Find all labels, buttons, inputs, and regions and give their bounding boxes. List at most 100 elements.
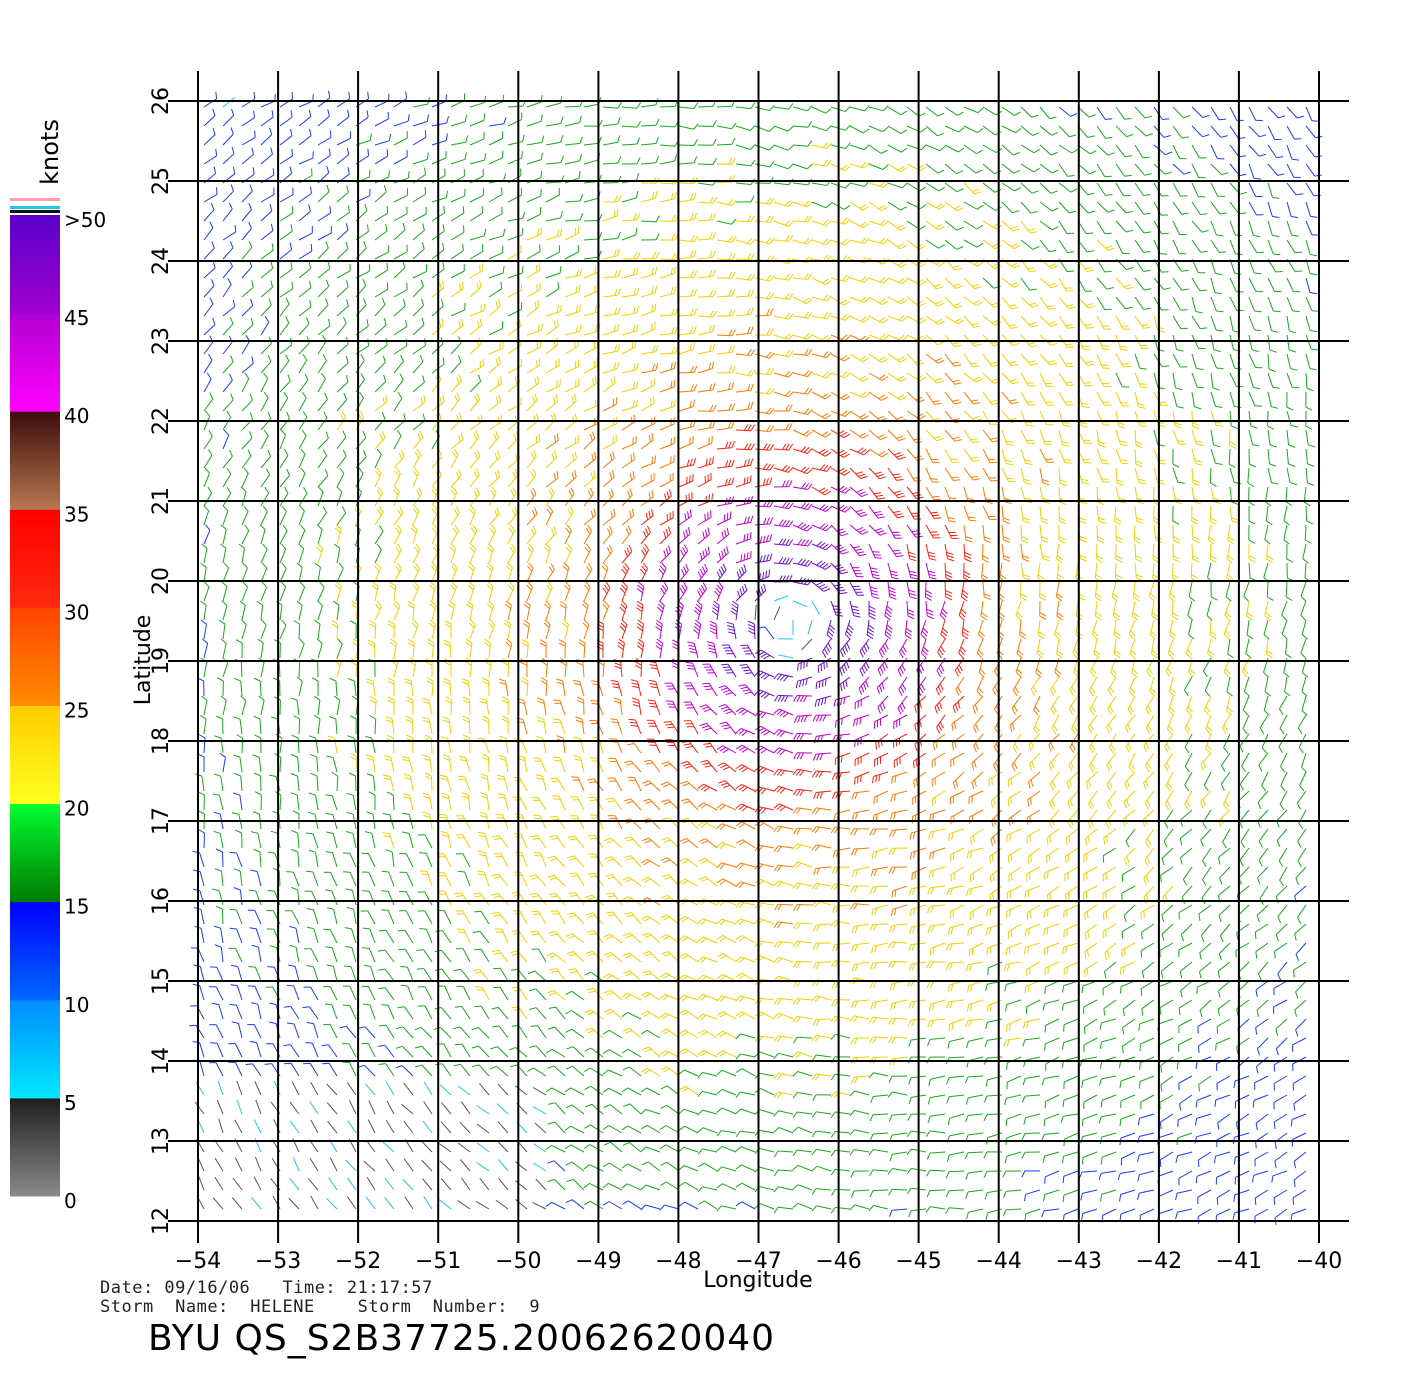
wind-barb-shaft: [659, 643, 663, 659]
wind-barb-feather: [781, 480, 786, 488]
wind-barb-feather: [296, 676, 303, 682]
wind-barb-feather: [332, 600, 340, 606]
wind-barb-shaft: [773, 505, 789, 510]
wind-barb-shaft: [564, 251, 579, 260]
wind-barb-feather: [585, 527, 591, 535]
wind-barb-feather: [614, 288, 618, 296]
wind-barb-feather: [579, 136, 583, 144]
wind-barb-shaft: [1305, 334, 1312, 350]
wind-barb-feather: [280, 429, 286, 436]
wind-barb-feather: [1248, 558, 1256, 563]
wind-barb-shaft: [868, 296, 883, 306]
wind-barb-feather: [895, 492, 903, 496]
wind-barb-shaft: [754, 590, 767, 602]
wind-barb-shaft: [1172, 429, 1180, 445]
wind-barb-feather: [1305, 425, 1313, 430]
wind-barb-shaft: [944, 353, 955, 367]
wind-barb-feather: [845, 314, 851, 321]
wind-barb-feather: [1027, 267, 1035, 270]
wind-barb-feather: [899, 245, 907, 250]
wind-barb-shaft: [1001, 220, 1014, 232]
wind-barb-shaft: [488, 123, 504, 127]
wind-barb-shaft: [1247, 467, 1250, 484]
wind-barb-shaft: [488, 492, 497, 507]
wind-barb-feather: [422, 375, 425, 383]
wind-barb-feather: [768, 569, 771, 577]
wind-barb-feather: [841, 571, 849, 575]
wind-barb-feather: [851, 605, 859, 608]
wind-barb-feather: [1289, 482, 1297, 485]
wind-barb-shaft: [697, 350, 713, 355]
wind-barb-shaft: [773, 524, 789, 528]
wind-barb-feather: [938, 204, 946, 210]
wind-barb-shaft: [868, 467, 880, 480]
wind-barb-feather: [1196, 443, 1204, 446]
wind-barb-shaft: [811, 125, 827, 132]
wind-barb-shaft: [1304, 562, 1307, 579]
wind-barb-feather: [244, 372, 250, 379]
wind-barb-shaft: [583, 197, 599, 203]
wind-barb-shaft: [450, 212, 465, 222]
wind-barb-feather: [442, 395, 445, 403]
wind-barb-feather: [565, 527, 571, 534]
wind-barb-shaft: [241, 437, 253, 450]
wind-barb-feather: [731, 218, 737, 225]
wind-barb-shaft: [868, 239, 884, 245]
wind-barb-shaft: [925, 429, 937, 442]
wind-barb-feather: [1051, 226, 1059, 231]
wind-barb-feather: [861, 667, 866, 674]
wind-barb-shaft: [678, 295, 694, 298]
wind-barb-shaft: [279, 493, 289, 507]
wind-barb-feather: [1091, 633, 1098, 640]
wind-barb-feather: [1225, 630, 1231, 637]
wind-barb-feather: [1210, 482, 1217, 487]
wind-barb-feather: [632, 324, 636, 333]
wind-barb-shaft: [412, 587, 420, 602]
wind-barb-feather: [636, 288, 640, 296]
wind-barb-shaft: [393, 397, 403, 412]
wind-barb-feather: [476, 450, 481, 457]
wind-barb-feather: [317, 543, 324, 550]
wind-barb-feather: [1284, 691, 1291, 697]
wind-barb-feather: [807, 370, 813, 377]
wind-barb-shaft: [279, 434, 286, 450]
wind-barb-feather: [1135, 463, 1143, 468]
wind-barb-feather: [465, 661, 472, 666]
wind-barb-feather: [763, 654, 770, 660]
wind-barb-shaft: [1266, 581, 1269, 598]
wind-barb-shaft: [374, 304, 386, 317]
wind-barb-feather: [1215, 424, 1223, 427]
wind-barb-feather: [376, 448, 382, 455]
wind-barb-feather: [1283, 520, 1290, 526]
wind-barb-shaft: [431, 567, 438, 583]
wind-barb-shaft: [260, 435, 269, 450]
wind-barb-feather: [1195, 440, 1203, 443]
wind-barb-shaft: [469, 269, 484, 279]
wind-barb-feather: [745, 672, 753, 675]
wind-barb-shaft: [583, 514, 596, 526]
wind-barb-shaft: [1224, 600, 1231, 616]
wind-barb-shaft: [545, 102, 561, 108]
wind-barb-feather: [674, 308, 679, 315]
wind-barb-shaft: [336, 305, 349, 317]
wind-barb-feather: [1138, 421, 1146, 424]
wind-barb-feather: [461, 281, 464, 289]
wind-barb-feather: [560, 135, 564, 143]
wind-barb-shaft: [564, 549, 573, 564]
wind-barb-feather: [860, 685, 865, 693]
wind-barb-shaft: [963, 163, 977, 174]
wind-barb-shaft: [374, 324, 387, 336]
wind-barb-shaft: [1039, 220, 1053, 231]
wind-barb-shaft: [944, 163, 957, 174]
wind-barb-feather: [359, 410, 365, 418]
wind-barb-feather: [816, 560, 823, 566]
wind-barb-feather: [448, 603, 455, 609]
wind-barb-feather: [1300, 652, 1307, 659]
wind-barb-feather: [750, 159, 756, 167]
wind-barb-feather: [1014, 686, 1020, 694]
wind-barb-feather: [348, 91, 351, 99]
wind-barb-shaft: [849, 410, 863, 420]
wind-barb-shaft: [450, 325, 464, 336]
wind-barb-shaft: [1039, 391, 1048, 406]
wind-barb-feather: [1174, 422, 1182, 426]
